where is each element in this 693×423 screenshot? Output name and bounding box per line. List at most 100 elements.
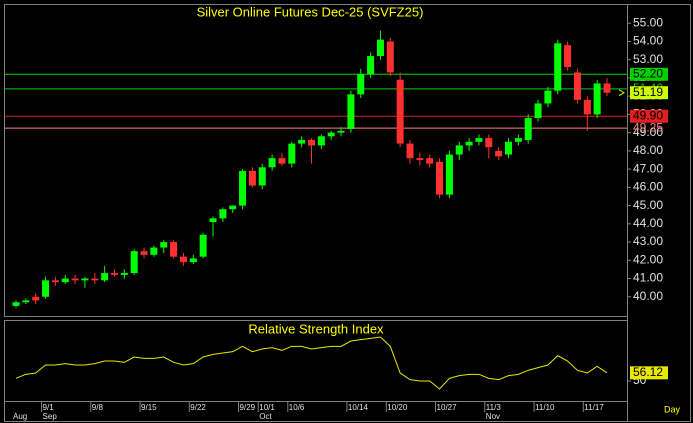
candle-body — [229, 205, 237, 210]
candle-body — [416, 158, 424, 160]
candle-body — [51, 280, 59, 283]
candle-body — [505, 141, 512, 155]
y-tick-label: 46.00 — [633, 180, 663, 194]
candle-body — [465, 141, 473, 146]
y-tick-label: 54.00 — [633, 34, 663, 48]
candle-body — [268, 158, 276, 168]
level-label-box — [630, 109, 668, 123]
x-tick-label: 11/3 — [486, 403, 502, 412]
level-label: 49.25 — [633, 120, 663, 134]
last-price-arrow — [618, 89, 625, 97]
month-label: Oct — [259, 412, 272, 421]
candle-body — [357, 74, 365, 95]
x-tick-label: 10/27 — [437, 403, 458, 412]
candle-body — [42, 280, 50, 297]
month-label: Sep — [43, 412, 58, 421]
candle-body — [170, 242, 178, 257]
month-label: Aug — [13, 412, 27, 421]
x-tick-label: 10/6 — [289, 403, 305, 412]
candle-body — [150, 247, 158, 255]
candle-body — [22, 300, 30, 303]
candle-body — [130, 251, 138, 274]
candle-body — [554, 43, 562, 91]
x-tick-label: 11/17 — [584, 403, 604, 412]
candle-body — [199, 234, 207, 257]
candle-body — [455, 145, 463, 155]
candle-body — [71, 278, 79, 281]
y-tick-label: 53.00 — [633, 52, 663, 66]
candle-body — [288, 143, 296, 164]
y-tick-label: 49.00 — [633, 125, 663, 139]
level-label-box — [630, 67, 668, 81]
rsi-line — [15, 336, 608, 390]
last-price-box — [630, 86, 668, 100]
month-label: Nov — [486, 412, 500, 421]
x-tick-label: 9/22 — [190, 403, 206, 412]
candle-body — [239, 170, 247, 206]
x-tick-label: 9/8 — [92, 403, 104, 412]
candle-body — [386, 41, 394, 73]
candle-body — [12, 302, 20, 306]
candle-body — [179, 256, 187, 263]
x-tick-label: 9/1 — [43, 403, 55, 412]
candle-body — [583, 99, 591, 115]
y-tick-label: 45.00 — [633, 198, 663, 212]
candle-body — [347, 94, 355, 129]
candle-body — [32, 296, 40, 301]
candle-body — [317, 136, 325, 146]
candle-body — [367, 56, 375, 75]
rsi-last-label: 56.12 — [633, 365, 663, 379]
candle-body — [278, 158, 286, 164]
y-tick-label: 55.00 — [633, 15, 663, 29]
y-tick-label: 40.00 — [633, 289, 663, 303]
x-tick-label: 9/29 — [240, 403, 256, 412]
x-tick-label: 10/1 — [259, 403, 275, 412]
candle-body — [298, 139, 306, 144]
last-price-label: 51.19 — [633, 85, 663, 99]
candle-body — [81, 278, 89, 281]
candle-body — [308, 139, 315, 146]
candle-body — [436, 161, 444, 195]
candle-body — [101, 273, 109, 281]
y-tick-label: 47.00 — [633, 161, 663, 175]
x-tick-label: 10/20 — [387, 403, 408, 412]
candle-body — [111, 273, 118, 275]
candle-body — [258, 167, 266, 186]
y-tick-label: 44.00 — [633, 216, 663, 230]
candle-body — [544, 90, 552, 104]
y-tick-label: 41.00 — [633, 271, 663, 285]
candle-body — [534, 103, 542, 119]
candle-body — [396, 79, 404, 144]
candle-body — [514, 138, 522, 142]
level-label: 49.90 — [633, 108, 663, 122]
candle-body — [573, 72, 581, 100]
candle-body — [426, 158, 434, 164]
chart-title: Silver Online Futures Dec-25 (SVFZ25) — [197, 4, 424, 19]
rsi-last-box — [630, 366, 668, 380]
candle-body — [209, 218, 217, 222]
x-tick-label: 11/10 — [535, 403, 555, 412]
candle-body — [406, 143, 414, 159]
candle-body — [219, 209, 227, 219]
candle-body — [337, 130, 345, 133]
candle-body — [564, 45, 572, 67]
x-tick-label: 10/14 — [348, 403, 369, 412]
level-label: 52.20 — [633, 66, 663, 80]
candle-body — [91, 278, 99, 281]
candle-body — [120, 273, 128, 275]
candle-body — [445, 154, 453, 195]
rsi-title: Relative Strength Index — [248, 321, 384, 336]
candle-body — [475, 138, 483, 142]
candle-body — [61, 278, 69, 283]
candle-body — [485, 138, 493, 148]
candle-body — [495, 150, 503, 157]
candle-body — [327, 132, 335, 137]
x-tick-label: 9/15 — [141, 403, 157, 412]
candle-body — [160, 242, 168, 248]
timeframe: Day — [664, 404, 681, 414]
candle-body — [189, 258, 197, 263]
value-axis — [627, 4, 691, 422]
candle-body — [376, 39, 384, 57]
y-tick-label: 43.00 — [633, 234, 663, 248]
